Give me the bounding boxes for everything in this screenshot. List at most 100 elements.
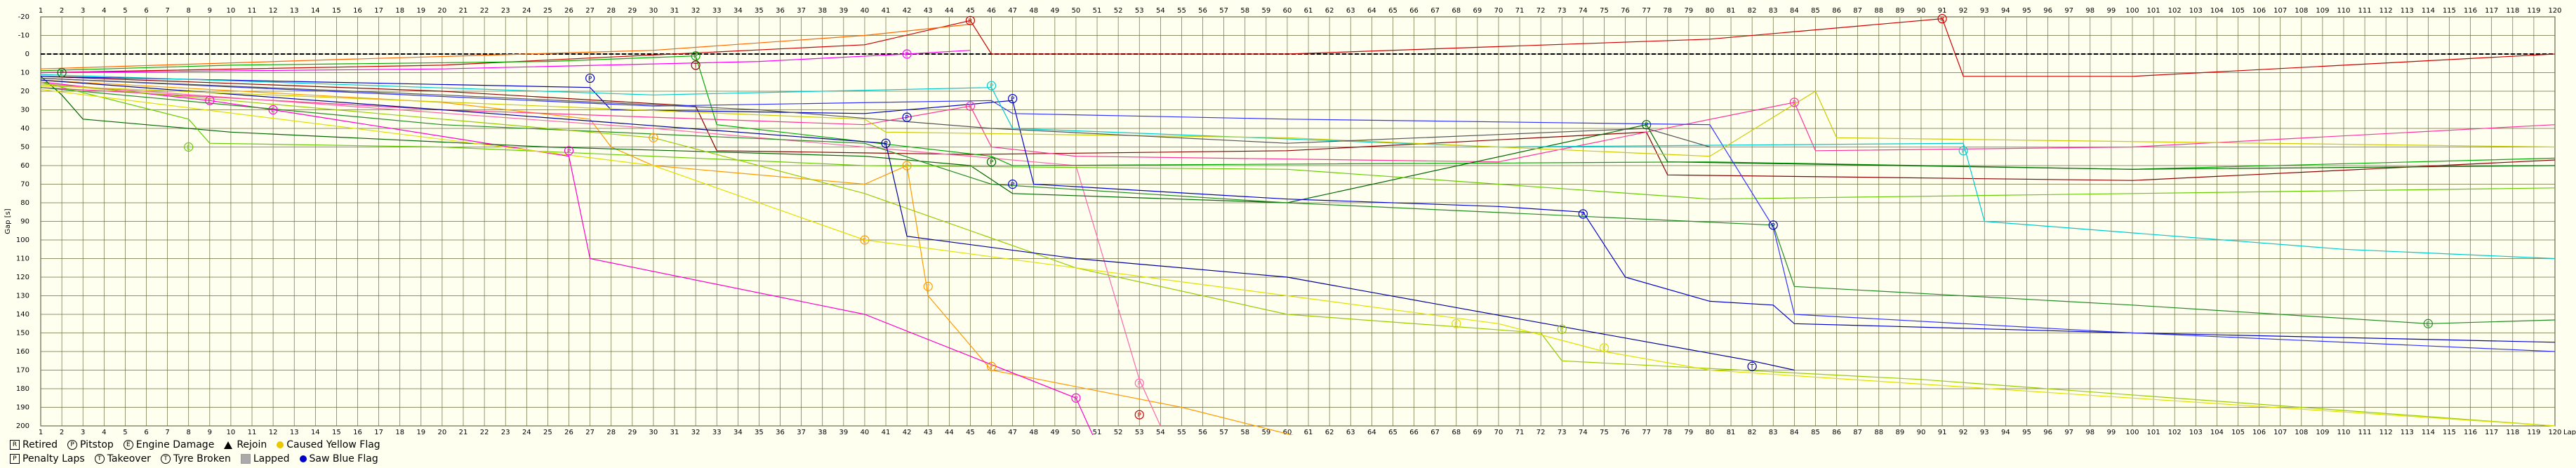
x-tick-label-top: 5 [123, 7, 127, 15]
x-tick-label-bottom: 89 [1896, 429, 1905, 435]
y-tick-label: 150 [16, 330, 29, 337]
event-marker-ring [585, 73, 595, 83]
event-marker: E [860, 235, 870, 245]
legend-row-1: R Retired P Pitstop E Engine Damage Rejoin Caus… [10, 438, 390, 452]
series-line-20 [40, 77, 1711, 148]
x-tick-label-bottom: 34 [733, 429, 743, 435]
x-tick-label-bottom: 41 [882, 429, 891, 435]
x-tick-label-top: 61 [1304, 7, 1313, 15]
event-marker-symbol: P [1138, 413, 1142, 420]
event-marker-symbol: P [693, 53, 698, 60]
x-tick-label-bottom: 87 [1853, 429, 1862, 435]
x-tick-label-bottom: 38 [818, 429, 827, 435]
x-tick-label-top: 20 [438, 7, 447, 15]
blue-dot-icon [299, 455, 307, 462]
event-marker-symbol: P [905, 52, 909, 59]
event-marker: E [2423, 319, 2433, 328]
event-marker: P [691, 51, 701, 61]
event-marker-symbol: E [1454, 321, 1459, 328]
x-tick-label-top: 85 [1811, 7, 1820, 15]
event-marker-ring [881, 138, 891, 148]
x-tick-label-top: 94 [2001, 7, 2010, 15]
event-marker: P [1768, 220, 1778, 230]
event-marker: E [205, 95, 215, 105]
event-marker-symbol: P [905, 115, 909, 122]
x-tick-label-top: 98 [2085, 7, 2094, 15]
x-tick-label-bottom: 37 [797, 429, 806, 435]
series-line-16 [40, 77, 2556, 352]
event-marker-ring [902, 112, 912, 122]
x-tick-label-bottom: 115 [2443, 429, 2456, 435]
x-tick-label-top: 89 [1896, 7, 1905, 15]
legend-item: Saw Blue Flag [299, 453, 378, 464]
event-marker-ring [268, 105, 278, 115]
x-tick-label-bottom: 64 [1367, 429, 1376, 435]
x-tick-label-bottom: 39 [839, 429, 848, 435]
x-tick-label-bottom: 103 [2189, 429, 2203, 435]
event-marker: T [691, 60, 701, 70]
x-tick-label-bottom: 99 [2107, 429, 2116, 435]
x-tick-label-bottom: 23 [501, 429, 510, 435]
x-tick-label-top: 119 [2527, 7, 2540, 15]
x-tick-label-bottom: 62 [1325, 429, 1334, 435]
x-tick-label-top: 100 [2125, 7, 2139, 15]
x-tick-label-bottom: 75 [1600, 429, 1609, 435]
y-tick-label: 180 [16, 385, 29, 393]
x-tick-label-bottom: 78 [1663, 429, 1672, 435]
y-tick-label: 190 [16, 404, 29, 412]
legend-item: Rejoin [224, 439, 267, 450]
x-tick-label-bottom: 61 [1304, 429, 1313, 435]
event-marker-ring [986, 157, 997, 167]
event-marker: T [923, 281, 933, 291]
x-tick-label-top: 83 [1769, 7, 1778, 15]
x-tick-label-bottom: 46 [987, 429, 996, 435]
x-tick-label-bottom: 92 [1959, 429, 1968, 435]
y-tick-label: 40 [20, 125, 29, 133]
x-tick-label-bottom: 119 [2527, 429, 2540, 435]
x-tick-label-top: 25 [543, 7, 552, 15]
event-marker: P [1134, 378, 1144, 388]
x-tick-label-bottom: 14 [311, 429, 320, 435]
x-tick-label-top: 93 [1980, 7, 1989, 15]
x-tick-label-top: 17 [374, 7, 383, 15]
x-tick-label-bottom: 51 [1093, 429, 1102, 435]
triangle-icon [224, 441, 233, 449]
x-tick-label-bottom: 76 [1621, 429, 1630, 435]
x-tick-label-top: 113 [2401, 7, 2414, 15]
event-marker-symbol: P [1772, 222, 1776, 229]
event-marker: P [1642, 120, 1652, 130]
event-marker-symbol: P [1645, 122, 1649, 129]
x-tick-label-top: 62 [1325, 7, 1334, 15]
y-tick-label: 30 [20, 107, 29, 114]
x-tick-label-top: 72 [1536, 7, 1546, 15]
event-marker-symbol: P [1011, 96, 1015, 103]
x-tick-label-bottom: 31 [670, 429, 679, 435]
legend-label: Caused Yellow Flag [286, 439, 380, 450]
event-marker: E [184, 142, 194, 152]
series-line-3 [40, 24, 971, 69]
y-tick-label: 20 [20, 88, 29, 95]
x-tick-label-top: 49 [1050, 7, 1059, 15]
x-tick-label-top: 1 [39, 7, 43, 15]
x-tick-label-top: 26 [564, 7, 573, 15]
x-tick-label-top: 24 [522, 7, 531, 15]
x-tick-label-bottom: 113 [2401, 429, 2414, 435]
x-tick-label-bottom: 32 [691, 429, 701, 435]
chart-grid [40, 16, 2556, 427]
x-tick-label-top: 115 [2443, 7, 2456, 15]
x-tick-label-bottom: 118 [2506, 429, 2519, 435]
event-marker: P [1008, 179, 1018, 189]
y-tick-label: 90 [20, 218, 29, 226]
x-tick-label-bottom: 114 [2422, 429, 2435, 435]
x-tick-label-bottom: 104 [2210, 429, 2224, 435]
x-tick-label-bottom: 100 [2125, 429, 2139, 435]
x-tick-label-top: 104 [2210, 7, 2224, 15]
x-tick-label-top: 64 [1367, 7, 1376, 15]
event-marker-ring [1008, 94, 1018, 104]
x-tick-label-bottom: 49 [1050, 429, 1059, 435]
event-marker-ring [2423, 319, 2433, 328]
x-tick-label-bottom: 93 [1980, 429, 1989, 435]
event-marker: P [564, 146, 574, 156]
x-tick-label-top: 110 [2337, 7, 2350, 15]
x-tick-label-bottom: 63 [1346, 429, 1355, 435]
